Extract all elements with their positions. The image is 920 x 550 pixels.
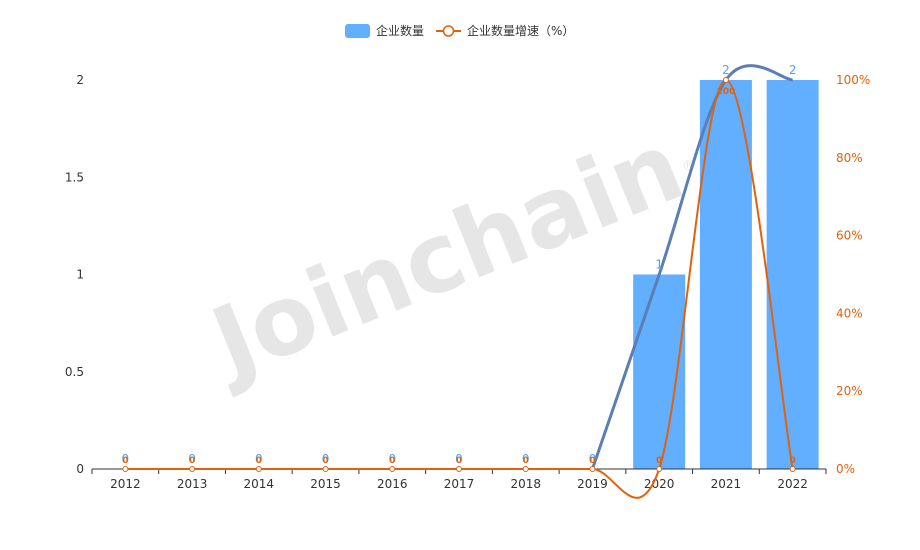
growth-value-label-2017: 0 xyxy=(456,456,462,466)
y-right-tick-label: 60% xyxy=(836,229,863,243)
x-tick-label: 2013 xyxy=(177,477,208,491)
bar-value-label-2022: 2 xyxy=(789,63,797,77)
x-tick-label: 2016 xyxy=(377,477,408,491)
x-tick-label: 2015 xyxy=(310,477,341,491)
watermark: Joinchain xyxy=(192,110,698,401)
y-left-tick-label: 0.5 xyxy=(65,365,84,379)
x-tick-label: 2017 xyxy=(444,477,475,491)
bar-value-label-2018: 0 xyxy=(522,452,530,466)
bar-value-label-2021: 2 xyxy=(722,63,730,77)
y-right-tick-label: 80% xyxy=(836,151,863,165)
growth-point-2013 xyxy=(189,466,196,472)
growth-point-2018 xyxy=(522,466,529,472)
y-left-tick-label: 0 xyxy=(76,462,84,476)
growth-point-2016 xyxy=(389,466,396,472)
growth-point-2012 xyxy=(122,466,129,472)
legend-line-label: 企业数量增速（%） xyxy=(467,23,574,38)
bar-value-label-2014: 0 xyxy=(255,452,263,466)
y-left-tick-label: 2 xyxy=(76,73,84,87)
legend: 企业数量 企业数量增速（%） xyxy=(345,23,574,38)
lines xyxy=(122,64,796,499)
growth-value-label-2015: 0 xyxy=(322,456,328,466)
growth-value-label-2013: 0 xyxy=(189,456,195,466)
bar-value-label-2015: 0 xyxy=(322,452,330,466)
y-right-tick-label: 0% xyxy=(836,462,855,476)
y-right-tick-label: 20% xyxy=(836,384,863,398)
y-left-tick-label: 1 xyxy=(76,268,84,282)
growth-value-label-2012: 0 xyxy=(122,456,128,466)
growth-value-label-2014: 0 xyxy=(256,456,262,466)
legend-bar-swatch xyxy=(345,24,370,38)
growth-point-2019 xyxy=(589,466,596,472)
y-right-tick-label: 40% xyxy=(836,306,863,320)
bar-2021 xyxy=(699,80,752,469)
growth-value-label-2016: 0 xyxy=(389,456,395,466)
growth-point-2015 xyxy=(322,466,329,472)
growth-value-label-2020: 0 xyxy=(656,456,662,466)
legend-bar-label: 企业数量 xyxy=(376,23,424,38)
axes: 2012 2013 2014 2015 2016 2017 2018 2019 2020 2021… xyxy=(65,73,870,491)
growth-value-label-2019: 0 xyxy=(589,456,595,466)
x-tick-label: 2014 xyxy=(244,477,275,491)
x-tick-label: 2022 xyxy=(777,477,808,491)
x-tick-label: 2012 xyxy=(110,477,141,491)
bar-value-label-2020: 1 xyxy=(655,258,663,272)
growth-value-label-2021: 100 xyxy=(717,87,736,97)
bar-value-label-2017: 0 xyxy=(455,452,463,466)
growth-point-2021 xyxy=(722,77,729,83)
bar-value-label-2012: 0 xyxy=(122,452,130,466)
x-tick-label: 2019 xyxy=(577,477,608,491)
y-left-tick-label: 1.5 xyxy=(65,170,84,184)
x-tick-label: 2021 xyxy=(711,477,742,491)
bar-value-label-2019: 0 xyxy=(589,452,597,466)
bar-value-label-2016: 0 xyxy=(388,452,396,466)
growth-point-2022 xyxy=(789,466,796,472)
bar-2022 xyxy=(766,80,819,469)
growth-point-2017 xyxy=(456,466,462,472)
bar-value-label-2013: 0 xyxy=(188,452,196,466)
growth-value-label-2022: 0 xyxy=(790,456,796,466)
bar-trend-line xyxy=(591,64,793,470)
y-right-tick-label: 100% xyxy=(836,73,870,87)
growth-point-2014 xyxy=(255,466,262,472)
x-tick-label: 2020 xyxy=(644,477,675,491)
growth-value-label-2018: 0 xyxy=(523,456,529,466)
legend-line-marker xyxy=(442,25,455,37)
growth-point-2020 xyxy=(656,466,663,472)
x-tick-label: 2018 xyxy=(510,477,541,491)
